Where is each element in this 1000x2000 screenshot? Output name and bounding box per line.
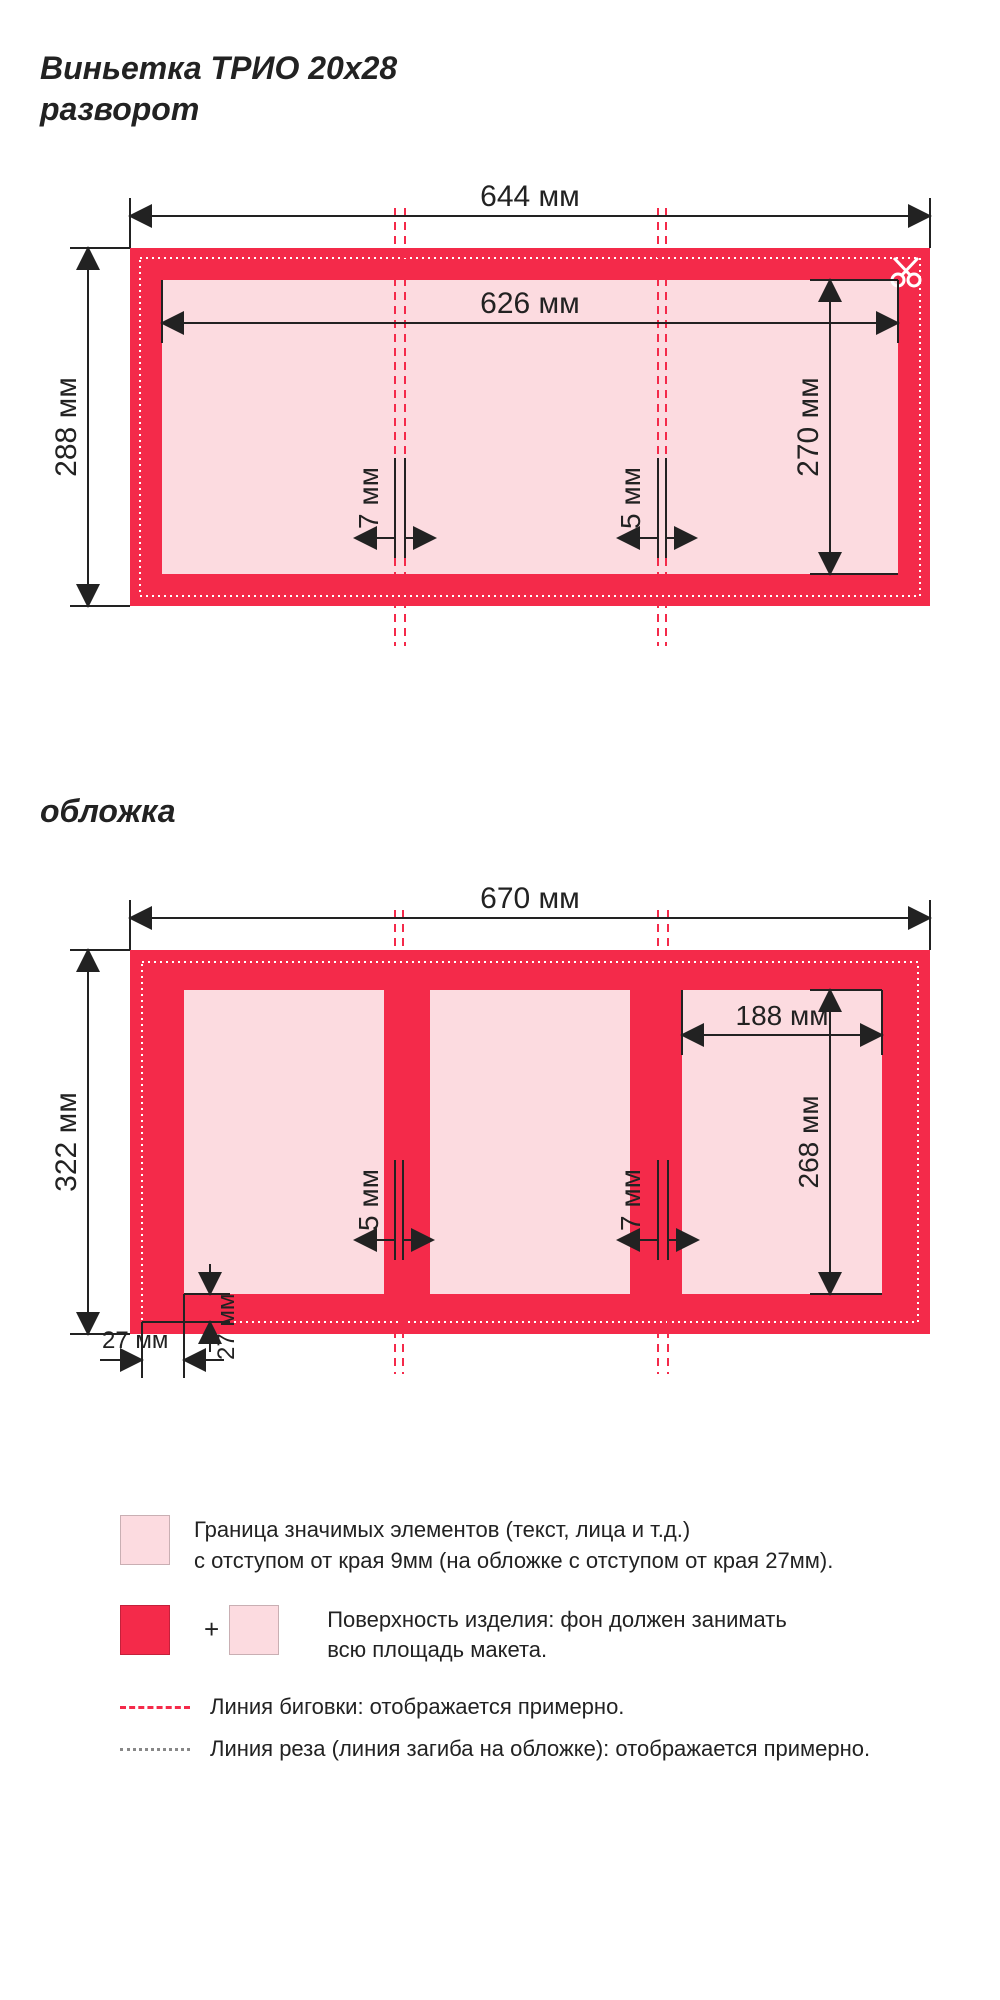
swatch-safe: [120, 1515, 170, 1565]
legend-safe-text-1: Граница значимых элементов (текст, лица …: [194, 1515, 833, 1546]
svg-text:322 мм: 322 мм: [50, 1092, 83, 1192]
legend-surface-text-2: всю площадь макета.: [327, 1635, 787, 1666]
dim-outer-height: 322 мм: [50, 950, 130, 1334]
legend-safe: Граница значимых элементов (текст, лица …: [120, 1515, 960, 1577]
legend-safe-text-2: с отступом от края 9мм (на обложке с отс…: [194, 1546, 833, 1577]
spread-safe-rect: [162, 280, 898, 574]
svg-text:7 мм: 7 мм: [615, 1169, 646, 1231]
fold-line-sample: [120, 1706, 190, 1709]
swatch-bleed: [120, 1605, 170, 1655]
legend-fold: Линия биговки: отображается примерно.: [120, 1694, 960, 1720]
svg-text:626 мм: 626 мм: [480, 287, 580, 320]
cover-label: обложка: [40, 793, 960, 830]
dim-outer-width: 644 мм: [130, 180, 930, 248]
legend-surface-text-1: Поверхность изделия: фон должен занимать: [327, 1605, 787, 1636]
legend-cut-text: Линия реза (линия загиба на обложке): от…: [210, 1736, 870, 1762]
svg-text:188 мм: 188 мм: [736, 1000, 829, 1031]
svg-text:27 мм: 27 мм: [102, 1327, 168, 1354]
svg-text:5 мм: 5 мм: [353, 1169, 384, 1231]
cut-line-sample: [120, 1748, 190, 1751]
legend: Граница значимых элементов (текст, лица …: [40, 1515, 960, 1762]
cover-panel-1: [184, 990, 384, 1294]
svg-text:27 мм: 27 мм: [213, 1294, 240, 1360]
svg-text:270 мм: 270 мм: [792, 377, 825, 477]
plus-icon: +: [204, 1611, 219, 1647]
dim-outer-height: 288 мм: [50, 248, 130, 606]
spread-label: разворот: [40, 91, 960, 128]
svg-text:5 мм: 5 мм: [615, 467, 646, 529]
legend-surface: + Поверхность изделия: фон должен занима…: [120, 1605, 960, 1667]
cover-panel-2: [430, 990, 630, 1294]
swatch-safe-2: [229, 1605, 279, 1655]
dim-outer-width: 670 мм: [130, 882, 930, 950]
legend-fold-text: Линия биговки: отображается примерно.: [210, 1694, 624, 1720]
svg-text:644 мм: 644 мм: [480, 180, 580, 213]
svg-text:7 мм: 7 мм: [353, 467, 384, 529]
svg-text:268 мм: 268 мм: [793, 1096, 824, 1189]
spread-diagram: 644 мм 288 мм 626 мм 270 мм 7 мм 5 мм: [40, 168, 960, 713]
svg-text:288 мм: 288 мм: [50, 377, 83, 477]
page-title: Виньетка ТРИО 20x28: [40, 50, 960, 87]
legend-cut: Линия реза (линия загиба на обложке): от…: [120, 1736, 960, 1762]
svg-text:670 мм: 670 мм: [480, 882, 580, 915]
cover-diagram: 670 мм 322 мм 188 мм 268 мм 5 мм 7 мм: [40, 870, 960, 1435]
